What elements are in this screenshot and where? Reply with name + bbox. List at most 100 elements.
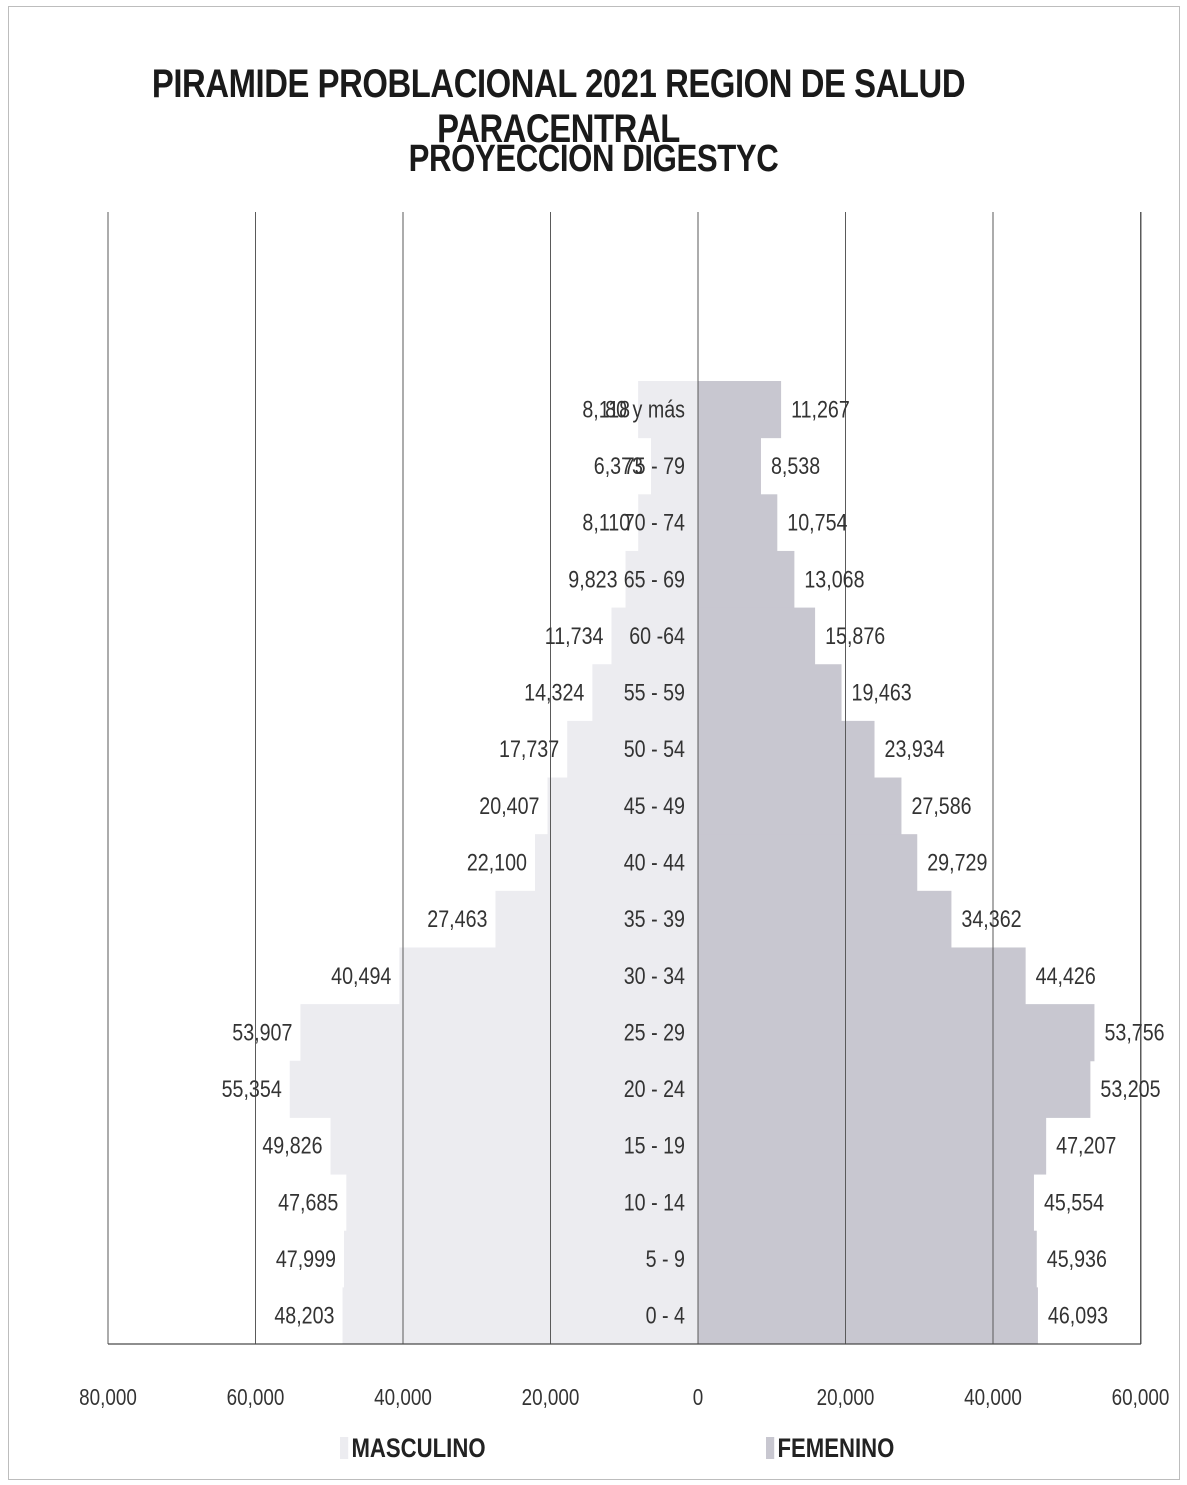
data-label-masculino: 20,407 bbox=[479, 792, 539, 819]
data-label-femenino: 23,934 bbox=[885, 735, 945, 762]
bar-masculino bbox=[330, 1117, 698, 1175]
category-label: 70 - 74 bbox=[624, 509, 685, 536]
data-label-masculino: 11,734 bbox=[545, 622, 604, 649]
bar-femenino bbox=[698, 890, 952, 948]
category-label: 25 - 29 bbox=[624, 1019, 685, 1046]
x-tick-label: 60,000 bbox=[1112, 1385, 1170, 1410]
category-label: 45 - 49 bbox=[624, 792, 685, 819]
data-label-masculino: 53,907 bbox=[232, 1019, 292, 1046]
data-label-femenino: 8,538 bbox=[771, 452, 820, 479]
category-label: 35 - 39 bbox=[624, 905, 685, 932]
bar-masculino bbox=[300, 1004, 698, 1062]
bar-masculino bbox=[567, 720, 698, 779]
data-label-femenino: 27,586 bbox=[911, 792, 971, 819]
x-tick-label: 0 bbox=[693, 1385, 703, 1410]
bar-masculino bbox=[638, 381, 698, 439]
bar-masculino bbox=[342, 1287, 698, 1345]
bar-femenino bbox=[698, 1174, 1034, 1232]
x-tick-label: 80,000 bbox=[79, 1385, 137, 1410]
chart-title: PIRAMIDE PROBLACIONAL 2021 REGION DE SAL… bbox=[151, 62, 966, 151]
bar-femenino bbox=[698, 777, 902, 835]
bar-femenino bbox=[698, 720, 875, 779]
bar-femenino bbox=[698, 1230, 1037, 1288]
bar-femenino bbox=[698, 1287, 1038, 1345]
category-label: 60 -64 bbox=[629, 622, 685, 649]
data-label-femenino: 34,362 bbox=[961, 905, 1021, 932]
data-label-masculino: 47,999 bbox=[276, 1245, 336, 1272]
data-label-femenino: 19,463 bbox=[852, 679, 912, 706]
bar-masculino bbox=[625, 550, 698, 609]
data-label-femenino: 46,093 bbox=[1048, 1302, 1108, 1329]
legend-item-masculino: MASCULINO bbox=[340, 1433, 486, 1464]
bar-femenino bbox=[698, 550, 795, 609]
data-label-femenino: 45,554 bbox=[1044, 1189, 1104, 1216]
data-label-femenino: 29,729 bbox=[927, 849, 987, 876]
data-label-masculino: 48,203 bbox=[274, 1302, 334, 1329]
bar-femenino bbox=[698, 947, 1026, 1005]
data-label-femenino: 53,756 bbox=[1104, 1019, 1164, 1046]
bar-masculino bbox=[638, 494, 698, 552]
legend-swatch-femenino bbox=[766, 1437, 775, 1459]
data-label-masculino: 8,118 bbox=[582, 395, 630, 422]
data-label-masculino: 9,823 bbox=[568, 565, 617, 592]
category-label: 80 y más bbox=[605, 395, 685, 422]
category-label: 75 - 79 bbox=[624, 452, 685, 479]
category-label: 65 - 69 bbox=[624, 565, 685, 592]
data-label-masculino: 8,110 bbox=[582, 509, 630, 536]
category-label: 30 - 34 bbox=[624, 962, 685, 989]
data-label-femenino: 13,068 bbox=[804, 565, 864, 592]
x-tick-label: 60,000 bbox=[227, 1385, 285, 1410]
bar-masculino bbox=[547, 777, 698, 835]
bar-masculino bbox=[495, 890, 698, 948]
bar-masculino bbox=[346, 1174, 698, 1232]
data-label-femenino: 11,267 bbox=[791, 395, 850, 422]
category-label: 40 - 44 bbox=[624, 849, 685, 876]
bar-femenino bbox=[698, 1004, 1095, 1062]
bar-femenino bbox=[698, 1060, 1091, 1118]
bar-femenino bbox=[698, 1117, 1047, 1175]
bar-femenino bbox=[698, 437, 761, 495]
bar-femenino bbox=[698, 834, 918, 892]
category-label: 5 - 9 bbox=[646, 1245, 685, 1272]
bar-masculino bbox=[535, 834, 698, 892]
category-label: 20 - 24 bbox=[624, 1075, 685, 1102]
x-tick-label: 20,000 bbox=[522, 1385, 580, 1410]
x-tick-label: 40,000 bbox=[374, 1385, 432, 1410]
data-label-masculino: 6,373 bbox=[594, 452, 643, 479]
legend-label-masculino: MASCULINO bbox=[351, 1433, 486, 1463]
bar-masculino bbox=[650, 437, 698, 495]
category-label: 50 - 54 bbox=[624, 735, 685, 762]
bar-femenino bbox=[698, 381, 782, 439]
bar-masculino bbox=[611, 607, 698, 665]
data-label-masculino: 14,324 bbox=[524, 679, 584, 706]
category-label: 15 - 19 bbox=[624, 1132, 685, 1159]
data-label-femenino: 45,936 bbox=[1047, 1245, 1107, 1272]
x-tick-label: 40,000 bbox=[964, 1385, 1022, 1410]
bar-masculino bbox=[289, 1060, 698, 1118]
category-label: 0 - 4 bbox=[646, 1302, 685, 1329]
chart-frame bbox=[8, 6, 1180, 1480]
bar-masculino bbox=[399, 947, 698, 1005]
data-label-masculino: 49,826 bbox=[262, 1132, 322, 1159]
bar-femenino bbox=[698, 494, 778, 552]
legend-swatch-masculino bbox=[340, 1437, 349, 1459]
data-label-masculino: 22,100 bbox=[467, 849, 527, 876]
chart-subtitle: PROYECCION DIGESTYC bbox=[408, 138, 779, 180]
data-label-masculino: 47,685 bbox=[278, 1189, 338, 1216]
bar-femenino bbox=[698, 664, 842, 722]
data-label-femenino: 15,876 bbox=[825, 622, 885, 649]
data-label-masculino: 17,737 bbox=[499, 735, 559, 762]
category-label: 10 - 14 bbox=[624, 1189, 685, 1216]
data-label-masculino: 40,494 bbox=[331, 962, 391, 989]
data-label-masculino: 27,463 bbox=[427, 905, 487, 932]
category-label: 55 - 59 bbox=[624, 679, 685, 706]
x-tick-label: 20,000 bbox=[817, 1385, 875, 1410]
legend-item-femenino: FEMENINO bbox=[766, 1433, 894, 1464]
data-label-femenino: 47,207 bbox=[1056, 1132, 1116, 1159]
bar-masculino bbox=[592, 664, 698, 722]
bar-femenino bbox=[698, 607, 816, 665]
data-label-femenino: 10,754 bbox=[787, 509, 847, 536]
data-label-femenino: 53,205 bbox=[1100, 1075, 1160, 1102]
data-label-masculino: 55,354 bbox=[222, 1075, 282, 1102]
